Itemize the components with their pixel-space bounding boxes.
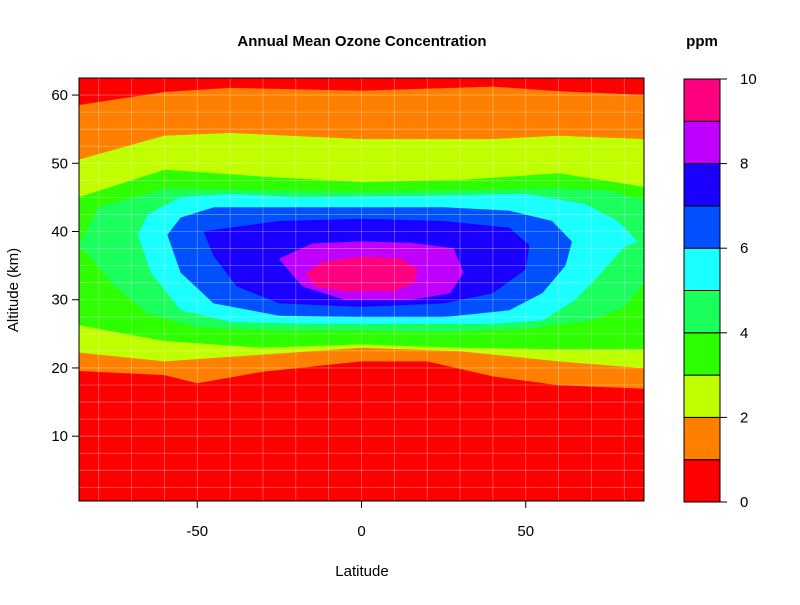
grid-lines (79, 78, 644, 501)
x-tick-label: 50 (517, 523, 534, 540)
x-axis-label: Latitude (335, 563, 388, 580)
colorbar-swatch (683, 163, 721, 207)
y-axis-label: Altitude (km) (5, 248, 22, 332)
colorbar-tick-label: 8 (740, 156, 748, 173)
y-tick-label: 60 (51, 87, 68, 104)
y-tick-label: 40 (51, 224, 68, 241)
colorbar-swatch (683, 205, 721, 249)
colorbar-swatch (683, 374, 721, 418)
colorbar-frame (683, 78, 721, 503)
chart-title: Annual Mean Ozone Concentration (237, 33, 486, 50)
colorbar-swatch (683, 416, 721, 461)
colorbar-tick-label: 10 (740, 71, 757, 88)
colorbar-swatch (683, 290, 721, 334)
colorbar-tick-label: 2 (740, 409, 748, 426)
colorbar-swatch (683, 78, 721, 122)
y-tick-label: 50 (51, 155, 68, 172)
contour-band-9-10 (305, 256, 418, 292)
x-tick-label: -50 (186, 523, 208, 540)
colorbar-title: ppm (686, 33, 718, 50)
colorbar-swatch (683, 120, 721, 165)
colorbar-swatch (683, 247, 721, 291)
plot-area (79, 78, 644, 501)
y-tick-label: 20 (51, 360, 68, 377)
x-axis: -50 0 50 (186, 501, 534, 540)
colorbar-tick-label: 4 (740, 325, 748, 342)
x-tick-label: 0 (357, 523, 365, 540)
colorbar: 0 2 4 6 8 10 (683, 71, 757, 511)
y-tick-label: 10 (51, 428, 68, 445)
y-tick-label: 30 (51, 292, 68, 309)
colorbar-tick-label: 0 (740, 494, 748, 511)
y-axis: 10 20 30 40 50 60 (51, 87, 79, 445)
colorbar-swatch (683, 459, 721, 503)
colorbar-tick-label: 6 (740, 240, 748, 257)
colorbar-swatch (683, 332, 721, 376)
